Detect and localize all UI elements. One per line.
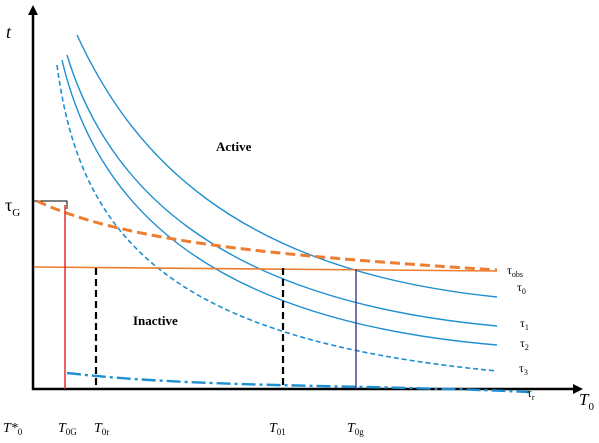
orange-threshold-line	[33, 266, 498, 272]
tick-t-star-0: T*0	[3, 421, 23, 437]
label-tau-obs: τobs	[507, 263, 523, 279]
curve-tau-1	[66, 54, 498, 327]
label-tau-3: τ3	[519, 361, 528, 377]
label-tau-r: τr	[527, 386, 535, 402]
region-active-label: Active	[216, 139, 252, 154]
label-tau-1: τ1	[520, 316, 529, 332]
tick-t-01: T01	[269, 421, 286, 437]
tick-t-0g-red: T0G	[58, 421, 77, 437]
region-inactive-label: Inactive	[133, 313, 178, 328]
tau-g-label: τG	[5, 195, 20, 219]
y-axis-label: t	[6, 22, 12, 42]
label-tau-0: τ0	[517, 280, 526, 296]
curve-tau-r	[66, 371, 531, 394]
curve-tau-2	[61, 59, 498, 346]
curve-tau-0	[76, 34, 498, 298]
label-tau-2: τ2	[520, 336, 529, 352]
tick-t-0r: T0r	[94, 421, 109, 437]
tick-t-0g: T0g	[347, 421, 364, 437]
x-axis-label: T0	[579, 390, 594, 413]
curve-tau-3	[56, 64, 498, 372]
tau-g-bracket	[33, 200, 68, 209]
curve-tau-obs	[36, 199, 498, 272]
